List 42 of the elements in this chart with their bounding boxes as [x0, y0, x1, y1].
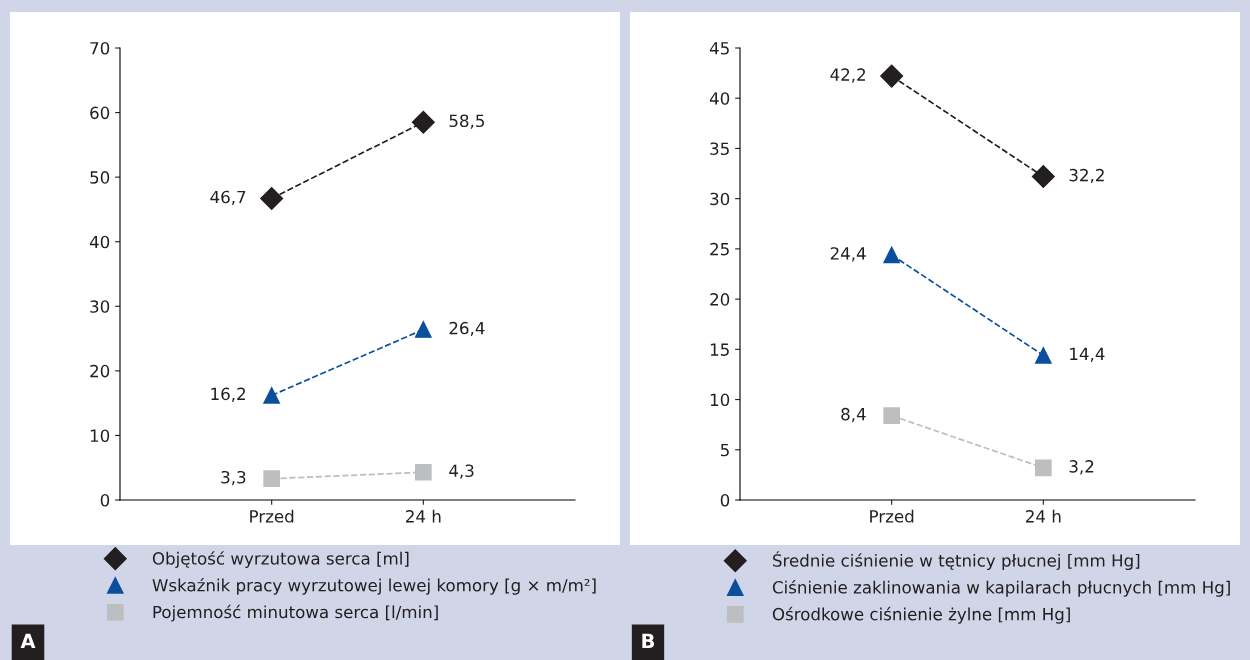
x-tick-label: 24 h	[406, 509, 441, 523]
legend-label: Objętość wyrzutowa serca [ml]	[152, 551, 409, 568]
data-label: 32,2	[1069, 168, 1104, 184]
legend-label: Średnie ciśnienie w tętnicy płucnej [mm Hg]	[773, 551, 1140, 571]
y-tick-label: 60	[90, 106, 110, 120]
y-tick-label: 20	[90, 364, 110, 378]
y-tick-label: 0	[100, 493, 110, 507]
legend-label: Ciśnienie zaklinowania w kapilarach płucnych [mm Hg]	[772, 580, 1230, 597]
y-tick-label: 10	[90, 429, 110, 442]
y-tick-label: 30	[710, 192, 730, 206]
legend-label: Pojemność minutowa serca [l/min]	[153, 604, 438, 622]
y-tick-label: 25	[710, 242, 729, 256]
data-label: 26,4	[449, 321, 485, 337]
data-label: 58,5	[449, 114, 484, 129]
data-label: 3,3	[221, 470, 246, 486]
data-label: 8,4	[841, 407, 866, 423]
y-tick-label: 5	[720, 443, 729, 457]
text: B	[642, 633, 655, 648]
y-tick-label: 70	[90, 41, 110, 55]
data-label: 16,2	[211, 387, 245, 402]
y-tick-label: 50	[90, 171, 110, 184]
data-label: 42,2	[830, 68, 865, 83]
y-tick-label: 0	[720, 493, 730, 507]
y-tick-label: 15	[710, 343, 729, 356]
y-tick-label: 40	[709, 92, 730, 105]
x-tick-label: Przed	[250, 509, 294, 523]
y-tick-label: 35	[710, 142, 729, 156]
text: A	[20, 633, 36, 648]
data-label: 4,3	[449, 464, 474, 479]
legend-label: Wskaźnik pracy wyrzutowej lewej komory [g × m/m²]	[152, 577, 596, 595]
y-tick-label: 40	[89, 235, 110, 249]
y-tick-label: 45	[709, 42, 729, 55]
data-label: 14,4	[1070, 347, 1105, 362]
y-tick-label: 30	[90, 300, 110, 313]
x-tick-label: 24 h	[1026, 509, 1061, 523]
legend-label: Ośrodkowe ciśnienie żylne [mm Hg]	[772, 606, 1070, 624]
y-tick-label: 20	[710, 293, 730, 306]
y-tick-label: 10	[710, 393, 730, 407]
data-label: 3,2	[1069, 460, 1094, 475]
x-tick-label: Przed	[870, 509, 914, 523]
data-label: 24,4	[830, 247, 866, 262]
data-label: 46,7	[210, 190, 246, 205]
